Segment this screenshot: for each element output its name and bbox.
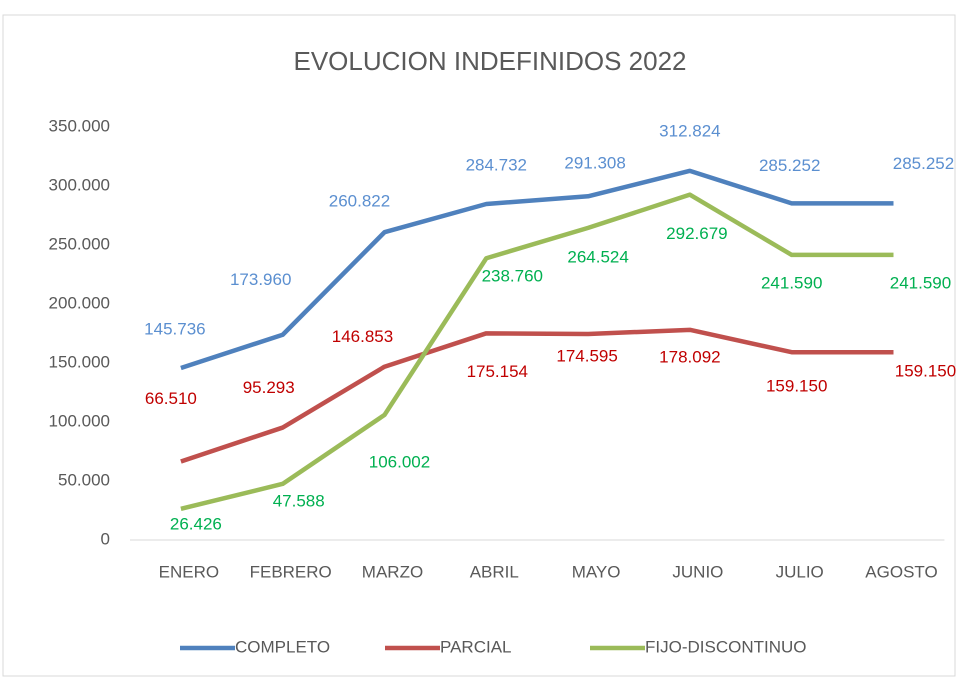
legend-label: COMPLETO bbox=[235, 637, 330, 656]
data-label: 47.588 bbox=[273, 491, 325, 510]
data-label: 285.252 bbox=[893, 154, 954, 173]
y-tick-label: 150.000 bbox=[49, 352, 110, 371]
data-label: 264.524 bbox=[567, 247, 628, 266]
data-label: 241.590 bbox=[890, 273, 951, 292]
data-label: 178.092 bbox=[659, 347, 720, 366]
y-tick-label: 50.000 bbox=[58, 470, 110, 489]
data-label: 260.822 bbox=[329, 192, 390, 211]
data-label: 238.760 bbox=[482, 267, 543, 286]
y-tick-label: 250.000 bbox=[49, 234, 110, 253]
x-tick-label: JULIO bbox=[776, 562, 824, 581]
data-label: 174.595 bbox=[556, 346, 617, 365]
x-tick-label: ABRIL bbox=[470, 562, 519, 581]
chart-border bbox=[2, 14, 956, 677]
data-label: 173.960 bbox=[230, 270, 291, 289]
data-label: 285.252 bbox=[759, 156, 820, 175]
x-tick-label: AGOSTO bbox=[865, 562, 937, 581]
y-tick-label: 350.000 bbox=[49, 116, 110, 135]
series-line bbox=[180, 168, 894, 371]
y-tick-label: 0 bbox=[101, 529, 110, 548]
x-tick-label: MARZO bbox=[362, 562, 423, 581]
x-tick-label: ENERO bbox=[159, 562, 219, 581]
data-label: 292.679 bbox=[666, 224, 727, 243]
y-tick-label: 100.000 bbox=[49, 411, 110, 430]
data-label: 284.732 bbox=[466, 156, 527, 175]
series-line bbox=[180, 327, 894, 464]
x-tick-label: FEBRERO bbox=[250, 562, 332, 581]
legend-label: PARCIAL bbox=[440, 637, 512, 656]
data-label: 146.853 bbox=[332, 327, 393, 346]
series-line bbox=[180, 192, 894, 512]
data-label: 145.736 bbox=[144, 320, 205, 339]
data-label: 159.150 bbox=[895, 362, 956, 381]
y-tick-label: 300.000 bbox=[49, 175, 110, 194]
data-label: 312.824 bbox=[659, 121, 720, 140]
data-label: 291.308 bbox=[564, 154, 625, 173]
legend-label: FIJO-DISCONTINUO bbox=[645, 637, 807, 656]
data-label: 241.590 bbox=[761, 273, 822, 292]
x-tick-label: MAYO bbox=[572, 562, 621, 581]
y-tick-label: 200.000 bbox=[49, 293, 110, 312]
chart-title: EVOLUCION INDEFINIDOS 2022 bbox=[294, 46, 687, 76]
data-label: 95.293 bbox=[243, 378, 295, 397]
data-label: 175.154 bbox=[467, 362, 528, 381]
data-label: 26.426 bbox=[170, 514, 222, 533]
data-label: 66.510 bbox=[145, 389, 197, 408]
data-label: 159.150 bbox=[766, 377, 827, 396]
data-label: 106.002 bbox=[369, 452, 430, 471]
x-tick-label: JUNIO bbox=[672, 562, 723, 581]
